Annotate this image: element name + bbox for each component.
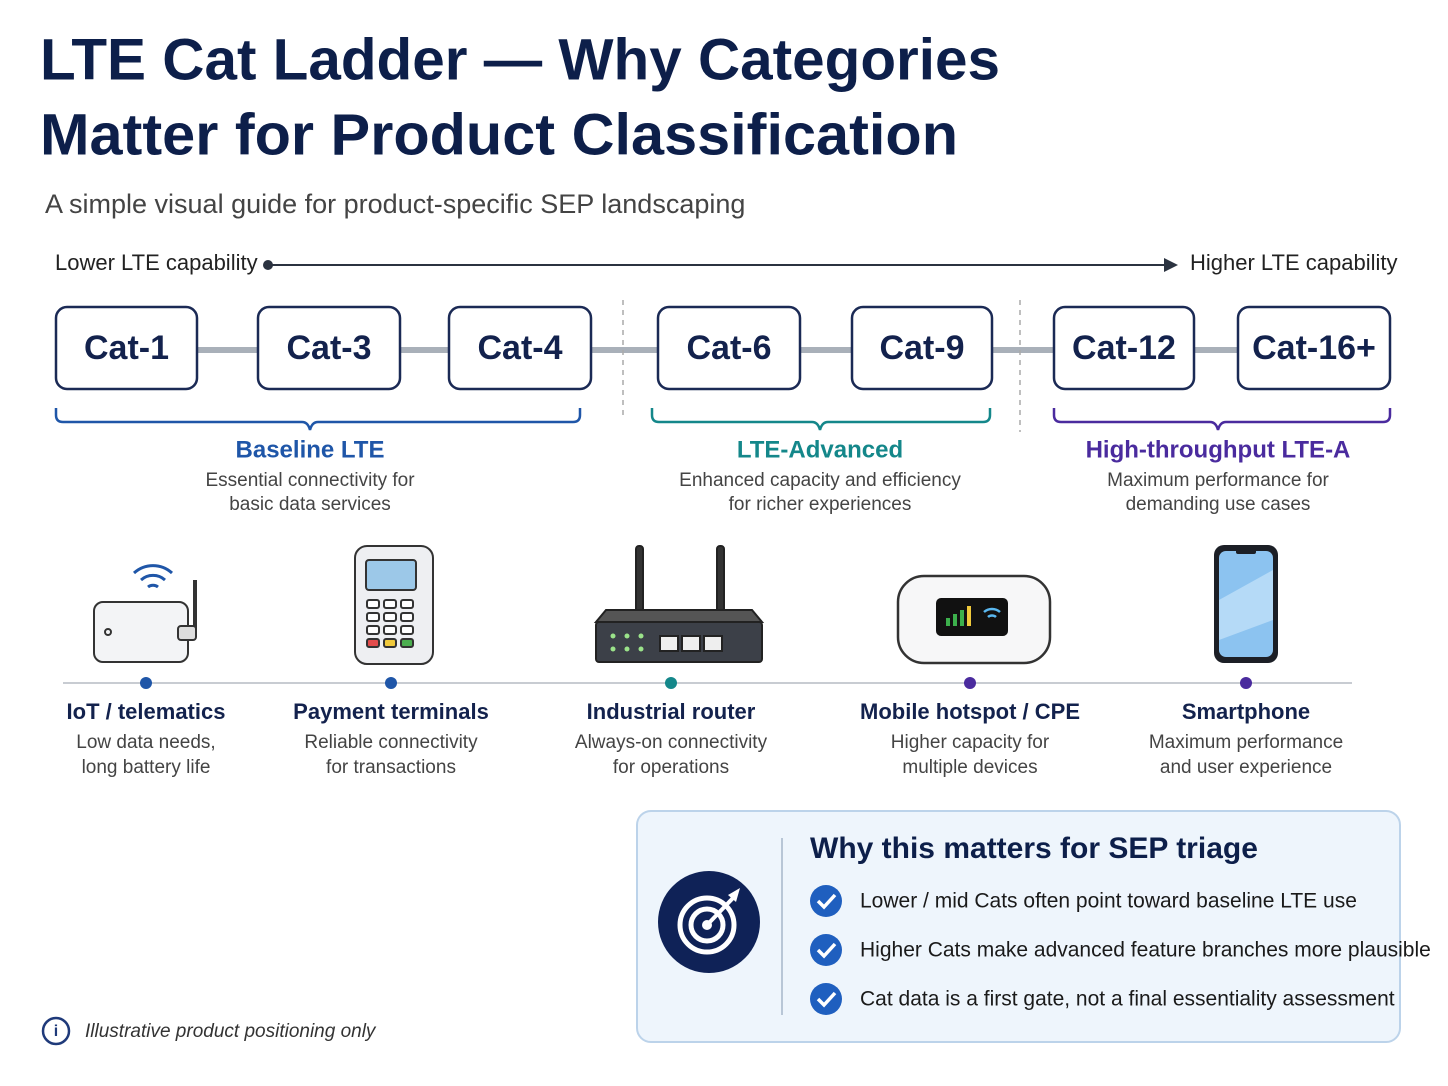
check-mark [816,942,837,959]
group-bracket [54,408,582,431]
product-name: Payment terminals [293,699,489,724]
footnote: Illustrative product positioning only [85,1021,377,1042]
title-line: LTE Cat Ladder — Why Categories [40,27,1000,92]
product-dot [140,677,152,689]
category-label: Cat-1 [84,329,169,367]
check-mark [816,991,837,1008]
triage-points: Lower / mid Cats often point toward base… [810,885,1431,1015]
payment-terminal-icon [354,545,434,665]
check-mark [816,893,837,910]
product-description: for operations [613,757,729,778]
hotspot-icon [896,574,1052,665]
group-description: for richer experiences [729,494,912,515]
category-box [656,305,802,391]
category-label: Cat-9 [879,329,964,367]
subtitle: A simple visual guide for product-specif… [45,189,745,219]
triage-point: Lower / mid Cats often point toward base… [860,890,1357,913]
group-bracket [650,408,992,431]
triage-title: Why this matters for SEP triage [810,832,1258,865]
product-description: Higher capacity for [891,732,1050,753]
triage-point: Higher Cats make advanced feature branch… [860,939,1431,962]
group-title: LTE-Advanced [737,436,903,463]
axis-high-label: Higher LTE capability [1190,250,1397,275]
group-description: Enhanced capacity and efficiency [679,470,961,491]
group-bracket [1052,408,1392,431]
group-description: demanding use cases [1126,494,1311,515]
smartphone-icon [1214,545,1278,663]
groups: Baseline LTE Essential connectivity for ba… [54,408,1392,515]
category-label: Cat-4 [477,329,562,367]
product-description: for transactions [326,757,456,778]
check-icon [810,934,842,966]
product-dot [385,677,397,689]
category-label: Cat-6 [686,329,771,367]
title-line: Matter for Product Classification [40,102,958,167]
product-name: Industrial router [587,699,756,724]
info-icon [41,1016,71,1046]
target-icon [658,871,760,973]
group-title: Baseline LTE [236,436,385,463]
check-icon [810,885,842,917]
category-label: Cat-16+ [1252,329,1376,367]
product-dot [665,677,677,689]
group-description: Maximum performance for [1107,470,1329,491]
product-description: multiple devices [902,757,1037,778]
check-icon [810,983,842,1015]
router-icon [593,545,765,663]
category-box [1236,305,1392,391]
triage-point: Cat data is a first gate, not a final es… [860,988,1395,1011]
product-description: Low data needs, [76,732,215,753]
category-box [54,305,199,391]
category-ladder: Cat-1 Cat-3 Cat-4 Cat-6 Cat-9 Cat-12 Cat-16+ [54,305,1392,391]
group-description: Essential connectivity for [205,470,415,491]
group-title: High-throughput LTE-A [1086,436,1351,463]
category-box [256,305,402,391]
category-box [447,305,593,391]
product-description: Reliable connectivity [304,732,478,753]
axis-arrow [1164,258,1178,272]
product-dot [964,677,976,689]
group-description: basic data services [229,494,391,515]
product-dot [1240,677,1252,689]
product-name: IoT / telematics [67,699,226,724]
product-description: and user experience [1160,757,1332,778]
product-description: long battery life [82,757,211,778]
category-box [1052,305,1196,391]
category-box [850,305,994,391]
axis-low-label: Lower LTE capability [55,250,258,275]
product-description: Always-on connectivity [575,732,768,753]
product-description: Maximum performance [1149,732,1343,753]
iot-icon [93,564,197,663]
product-name: Smartphone [1182,699,1310,724]
category-label: Cat-3 [286,329,371,367]
products: IoT / telematics Low data needs, long batt… [67,677,1343,778]
category-label: Cat-12 [1072,329,1176,367]
product-name: Mobile hotspot / CPE [860,699,1080,724]
info-glyph: i [54,1023,58,1040]
